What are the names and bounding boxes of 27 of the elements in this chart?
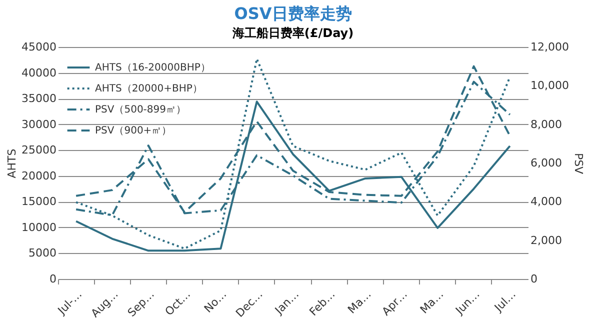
legend-label: AHTS（16-20000BHP） <box>95 62 210 74</box>
y-tick-label: 10000 <box>22 220 56 234</box>
y2-tick-label: 10,000 <box>530 79 569 92</box>
legend-label: PSV（500-899㎡） <box>95 104 186 116</box>
y-tick-label: 0 <box>50 272 56 286</box>
y2-tick-label: 4,000 <box>530 195 562 208</box>
legend-label: AHTS（20000+BHP） <box>95 84 202 94</box>
y2-axis-title: PSV <box>572 152 585 175</box>
chart-subtitle: 海工船日费率(£/Day) <box>231 26 354 40</box>
y-axis-title: AHTS <box>6 148 19 178</box>
y-tick-label: 5000 <box>28 246 56 260</box>
y-tick-label: 25000 <box>22 144 56 157</box>
y2-tick-label: 6,000 <box>530 156 562 170</box>
y2-tick-label: 0 <box>530 272 538 286</box>
line-series <box>75 58 511 250</box>
y-tick-label: 40000 <box>22 66 56 80</box>
y-tick-label: 45000 <box>22 40 56 54</box>
y-tick-label: 30000 <box>22 118 56 131</box>
y-tick-label: 15000 <box>22 195 56 208</box>
y-tick-label: 20000 <box>22 169 56 182</box>
y2-tick-label: 12,000 <box>530 40 569 54</box>
y2-tick-label: 8,000 <box>530 118 562 131</box>
y-tick-label: 35000 <box>22 92 56 106</box>
legend-label: PSV（900+㎡） <box>95 126 172 136</box>
chart-title: OSV日费率走势 <box>234 4 352 23</box>
x-tick-label: No… <box>202 288 230 316</box>
y2-tick-label: 2,000 <box>530 234 562 247</box>
